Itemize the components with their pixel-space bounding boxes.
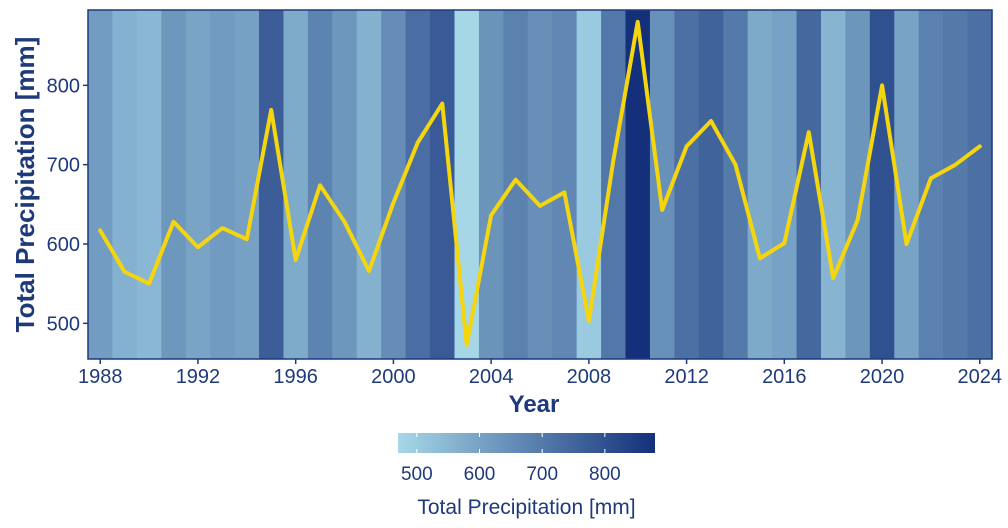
x-tick-label: 2012: [664, 366, 709, 388]
x-tick-label: 2024: [958, 366, 1003, 388]
year-stripe: [723, 10, 749, 359]
x-tick-label: 1996: [273, 366, 318, 388]
x-tick-label: 2000: [371, 366, 416, 388]
colorbar-ticks: 500 600 700 800: [401, 433, 621, 485]
y-tick-label: 700: [47, 155, 80, 177]
x-tick-label: 2020: [860, 366, 905, 388]
year-stripe: [674, 10, 700, 359]
precipitation-line: [98, 19, 982, 347]
x-axis-label: Year: [509, 391, 560, 418]
y-tick-label: 500: [47, 313, 80, 335]
colorbar-tick-label: 800: [589, 464, 621, 485]
year-stripe: [136, 10, 162, 359]
year-stripes: [88, 10, 993, 359]
year-stripe: [918, 10, 944, 359]
colorbar-gradient: [398, 433, 655, 453]
year-stripe: [943, 10, 969, 359]
year-stripe: [527, 10, 553, 359]
y-axis-label: Total Precipitation [mm]: [10, 37, 40, 333]
year-stripe: [283, 10, 309, 359]
plot-frame: [87, 9, 993, 360]
year-stripe: [161, 10, 187, 359]
year-stripe: [185, 10, 211, 359]
year-stripe: [259, 10, 285, 359]
x-tick-label: 2008: [567, 366, 612, 388]
x-tick-label: 1988: [78, 366, 123, 388]
colorbar-tick-label: 500: [401, 464, 433, 485]
year-stripe: [820, 10, 847, 359]
year-stripe: [869, 10, 895, 359]
year-stripe: [601, 10, 627, 359]
year-stripe: [698, 10, 724, 359]
x-tick-label: 2004: [469, 366, 514, 388]
colorbar-tick-label: 600: [464, 464, 496, 485]
year-stripe: [88, 10, 114, 359]
colorbar-label: Total Precipitation [mm]: [417, 496, 635, 519]
year-stripe: [478, 10, 504, 359]
year-stripe: [210, 10, 236, 359]
colorbar-tick-label: 700: [526, 464, 558, 485]
y-axis: 500 600 700 800: [47, 75, 88, 335]
year-stripe: [356, 10, 382, 359]
year-stripe: [503, 10, 529, 359]
x-axis: 1988 1992 1996 2000 2004 2008 2012 2016 2020 2024: [78, 359, 1002, 388]
year-stripe: [405, 10, 431, 359]
y-tick-label: 600: [47, 234, 80, 256]
year-stripe: [552, 10, 578, 359]
year-stripe: [845, 10, 871, 359]
year-stripe: [772, 10, 798, 359]
year-stripe: [332, 10, 358, 359]
year-stripe: [747, 10, 773, 359]
year-stripe: [967, 10, 993, 359]
year-stripe: [576, 10, 602, 359]
colorbar: 500 600 700 800 Total Precipitation [mm]: [398, 433, 655, 519]
y-tick-label: 800: [47, 75, 80, 97]
x-tick-label: 1992: [176, 366, 221, 388]
year-stripe: [112, 10, 138, 359]
x-tick-label: 2016: [762, 366, 807, 388]
